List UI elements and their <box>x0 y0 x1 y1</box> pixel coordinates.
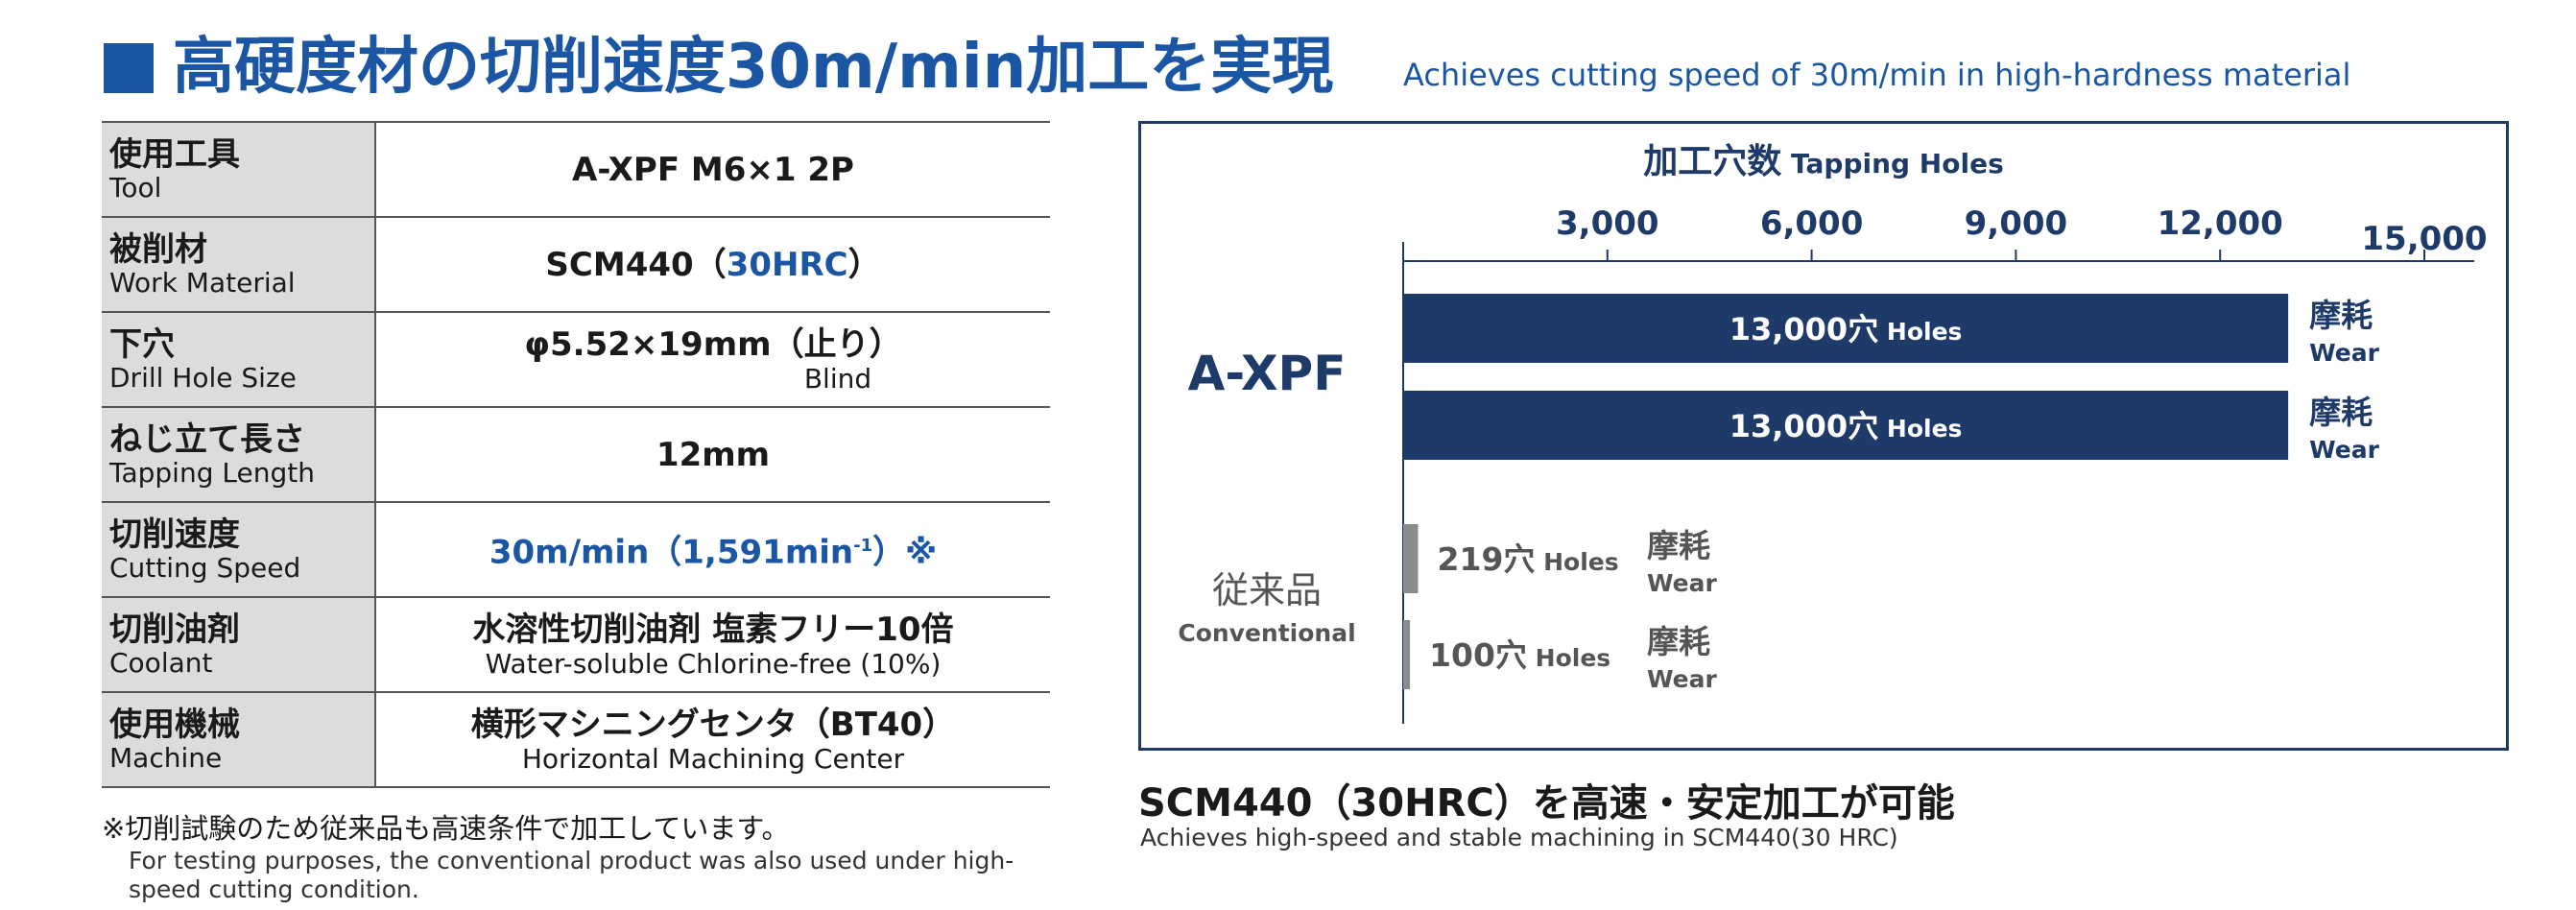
bar-result-en: Wear <box>2309 436 2380 464</box>
row-label-jp: 下穴 <box>109 324 175 364</box>
bar-unit: Holes <box>1535 548 1618 576</box>
bar-unit: Holes <box>1878 415 1962 443</box>
row-label-en: Drill Hole Size <box>109 361 297 394</box>
bar-unit: Holes <box>1878 318 1962 346</box>
bar-unit: Holes <box>1527 644 1610 672</box>
table-row: 切削速度 Cutting Speed 30m/min（1,591min-1）※ <box>102 501 1050 598</box>
bar <box>1403 391 2289 460</box>
bar-value: 100穴 <box>1429 636 1527 674</box>
bar-value-label: 13,000穴 Holes <box>1729 408 1963 444</box>
bar-result-en: Wear <box>1647 569 1718 597</box>
row-value: SCM440（30HRC） <box>376 246 1050 284</box>
row-label-jp: ねじ立て長さ <box>109 419 305 459</box>
bar-value-label: 13,000穴 Holes <box>1729 311 1963 347</box>
row-value: φ5.52×19mm（止り） <box>524 324 902 364</box>
group-label-conventional-jp: 従来品 <box>1212 569 1322 611</box>
bar-result-jp: 摩耗 <box>1647 527 1710 564</box>
bar <box>1403 294 2289 363</box>
table-row: 被削材 Work Material SCM440（30HRC） <box>102 216 1050 313</box>
bar-result-jp: 摩耗 <box>1647 623 1710 660</box>
table-row: 下穴 Drill Hole Size φ5.52×19mm（止り） Blind <box>102 311 1050 408</box>
bar-value: 13,000穴 <box>1729 311 1879 347</box>
group-label-a-xpf: A-XPF <box>1188 346 1347 401</box>
table-row: 切削油剤 Coolant 水溶性切削油剤 塩素フリー10倍 Water-solubl… <box>102 596 1050 693</box>
row-label-jp: 切削速度 <box>109 515 240 554</box>
bar-value: 13,000穴 <box>1729 408 1879 444</box>
bar-result-jp: 摩耗 <box>2309 297 2373 334</box>
x-tick-label: 12,000 <box>2158 204 2283 243</box>
group-label-conventional-en: Conventional <box>1178 619 1355 647</box>
hardness-value: 30HRC <box>726 245 848 284</box>
bar-value-label: 100穴 Holes <box>1429 636 1610 674</box>
footnote-en: For testing purposes, the conventional p… <box>129 847 1014 903</box>
row-label-jp: 使用機械 <box>109 705 240 744</box>
title-square-marker <box>104 43 154 93</box>
chart-title-jp: 加工穴数 <box>1643 142 1781 181</box>
page-title-english: Achieves cutting speed of 30m/min in hig… <box>1403 57 2351 93</box>
table-row: ねじ立て長さ Tapping Length 12mm <box>102 406 1050 503</box>
x-tick-label: 15,000 <box>2361 220 2487 258</box>
bar-value: 219穴 <box>1438 540 1536 578</box>
row-label-en: Coolant <box>109 646 213 679</box>
bar-result-en: Wear <box>2309 339 2380 367</box>
chart-title: 加工穴数 Tapping Holes <box>1643 142 2003 181</box>
row-value: 横形マシニングセンタ（BT40） <box>470 705 956 744</box>
row-value-sub: Water-soluble Chlorine-free (10%) <box>485 647 942 680</box>
table-row: 使用機械 Machine 横形マシニングセンタ（BT40） Horizontal M… <box>102 691 1050 788</box>
value-superscript: -1 <box>853 536 873 557</box>
row-label-jp: 切削油剤 <box>109 610 240 649</box>
bar-result-jp: 摩耗 <box>2309 394 2373 431</box>
row-label-en: Machine <box>109 741 223 774</box>
bar-result-en: Wear <box>1647 665 1718 693</box>
row-label-en: Tool <box>109 171 162 204</box>
table-row: 使用工具 Tool A-XPF M6×1 2P <box>102 121 1050 218</box>
chart-frame <box>1138 121 2509 751</box>
page-title: 高硬度材の切削速度30m/min加工を実現 <box>173 32 1334 103</box>
spec-table: 使用工具 Tool A-XPF M6×1 2P 被削材 Work Material … <box>102 121 1050 788</box>
tapping-holes-chart: 加工穴数 Tapping Holes 3,000 6,000 9,000 12,000 1… <box>1178 142 2488 724</box>
row-label-en: Tapping Length <box>109 456 315 489</box>
row-value: 30m/min（1,591min-1）※ <box>376 527 1050 572</box>
chart-caption-en: Achieves high-speed and stable machining… <box>1140 824 1898 851</box>
row-label-jp: 使用工具 <box>109 134 240 174</box>
row-value: 水溶性切削油剤 塩素フリー10倍 <box>472 610 954 649</box>
value-part: SCM440（ <box>545 245 727 284</box>
x-tick-label: 3,000 <box>1556 204 1659 243</box>
row-value-sub: Horizontal Machining Center <box>521 742 905 775</box>
chart-caption-jp: SCM440（30HRC）を高速・安定加工が可能 <box>1138 781 1955 826</box>
row-label-en: Cutting Speed <box>109 551 301 584</box>
footnote-jp: ※切削試験のため従来品も高速条件で加工しています。 <box>102 812 790 845</box>
bar <box>1403 620 1411 689</box>
row-value: A-XPF M6×1 2P <box>572 150 854 189</box>
row-label-jp: 被削材 <box>109 229 207 269</box>
bar <box>1403 524 1419 593</box>
value-part: ） <box>847 245 881 284</box>
bar-value-label: 219穴 Holes <box>1438 540 1619 578</box>
row-value-sub: Blind <box>803 362 872 395</box>
value-part: ）※ <box>872 533 938 572</box>
chart-title-en: Tapping Holes <box>1781 148 2003 180</box>
x-tick-label: 9,000 <box>1965 204 2068 243</box>
row-value: 12mm <box>656 435 771 474</box>
row-label-en: Work Material <box>109 266 296 299</box>
value-part: 30m/min（1,591min <box>489 533 854 572</box>
x-tick-label: 6,000 <box>1760 204 1864 243</box>
